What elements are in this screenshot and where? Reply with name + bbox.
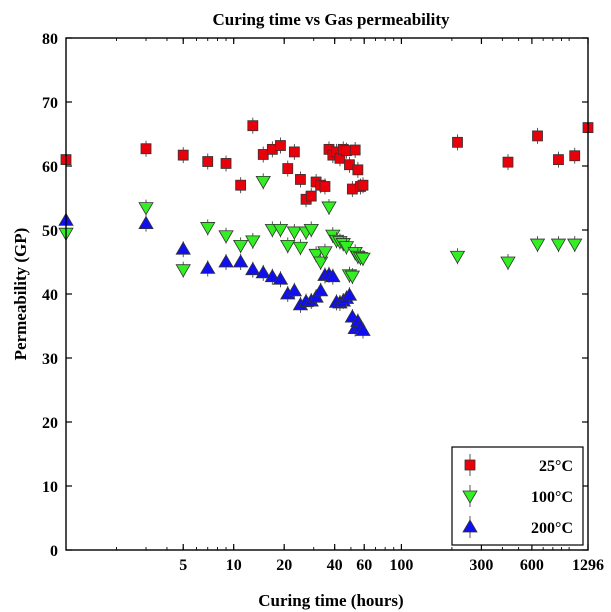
data-point: [319, 181, 331, 192]
data-point: [257, 149, 269, 160]
data-point: [325, 268, 341, 283]
data-point: [202, 156, 214, 167]
y-tick-label: 50: [42, 223, 58, 240]
data-point: [272, 271, 289, 285]
data-point: [502, 156, 514, 168]
series-0: [60, 117, 594, 208]
data-point: [567, 238, 583, 252]
data-point: [218, 254, 234, 268]
data-point: [232, 254, 249, 268]
data-point: [321, 201, 337, 215]
data-point: [305, 190, 317, 202]
data-point: [220, 158, 232, 169]
data-point: [232, 239, 249, 254]
y-axis-label: Permeability (GP): [11, 228, 30, 361]
data-point: [247, 120, 259, 132]
data-point: [341, 287, 358, 301]
data-point: [138, 202, 154, 216]
data-points: [58, 117, 594, 339]
data-point: [357, 179, 369, 191]
data-point: [200, 222, 216, 236]
data-point: [344, 270, 361, 284]
data-point: [177, 149, 189, 161]
data-point: [292, 241, 309, 256]
data-point: [355, 322, 371, 336]
data-point: [138, 215, 154, 230]
y-tick-label: 40: [42, 287, 58, 304]
y-tick-label: 70: [42, 95, 58, 112]
data-point: [303, 223, 319, 238]
legend-marker: [462, 490, 478, 504]
data-point: [255, 265, 271, 279]
x-tick-label: 600: [520, 557, 544, 574]
data-point: [312, 256, 329, 270]
data-point: [550, 238, 567, 252]
data-point: [264, 268, 281, 283]
series-1: [58, 173, 583, 285]
legend-label: 25°C: [539, 458, 573, 475]
data-point: [295, 174, 306, 185]
data-point: [255, 175, 271, 190]
chart-title: Curing time vs Gas permeability: [212, 10, 450, 29]
data-point: [282, 163, 294, 174]
data-point: [288, 146, 300, 158]
y-tick-label: 30: [42, 351, 58, 368]
data-point: [355, 252, 371, 266]
y-tick-label: 0: [50, 543, 58, 560]
x-axis-label: Curing time (hours): [258, 591, 403, 610]
data-point: [308, 248, 324, 263]
data-point: [349, 144, 361, 156]
data-point: [312, 283, 329, 297]
x-tick-label: 1296: [572, 557, 604, 574]
data-point: [245, 235, 261, 249]
plot-area-frame: [65, 37, 589, 551]
x-tick-label: 5: [179, 557, 187, 574]
legend-marker: [464, 459, 476, 471]
legend: 25°C 100°C 200°C: [451, 446, 584, 546]
y-tick-label: 10: [42, 479, 58, 496]
data-point: [140, 143, 152, 155]
data-point: [245, 261, 261, 276]
legend-marker: [462, 519, 478, 533]
y-tick-label: 80: [42, 31, 58, 48]
x-tick-label: 300: [469, 557, 493, 574]
data-point: [286, 283, 303, 297]
data-point: [286, 226, 303, 240]
y-tick-label: 60: [42, 159, 58, 176]
data-point: [500, 256, 516, 270]
data-point: [449, 250, 466, 265]
x-axis-ticks: 5 10 20 40 60 100 300 600 1296: [65, 38, 604, 574]
data-point: [275, 140, 286, 151]
x-tick-label: 40: [327, 557, 343, 574]
data-point: [308, 289, 324, 303]
data-point: [175, 264, 191, 278]
y-axis-ticks: 0 10 20 30 40 50 60 70 80: [42, 31, 588, 560]
data-point: [272, 223, 289, 238]
x-tick-label: 100: [389, 557, 413, 574]
y-tick-label: 20: [42, 415, 58, 432]
data-point: [553, 154, 564, 166]
data-point: [352, 164, 364, 176]
legend-label: 200°C: [531, 520, 573, 537]
data-point: [235, 179, 247, 191]
series-2: [58, 212, 371, 339]
data-point: [200, 260, 216, 274]
data-point: [532, 130, 543, 142]
data-point: [175, 241, 191, 255]
legend-label: 100°C: [531, 489, 573, 506]
data-point: [529, 238, 546, 252]
x-tick-label: 20: [276, 557, 292, 574]
data-point: [280, 239, 296, 254]
x-tick-label: 60: [356, 557, 372, 574]
data-point: [569, 150, 581, 162]
data-point: [218, 230, 234, 244]
data-point: [317, 246, 333, 260]
data-point: [452, 136, 463, 148]
x-tick-label: 10: [226, 557, 242, 574]
